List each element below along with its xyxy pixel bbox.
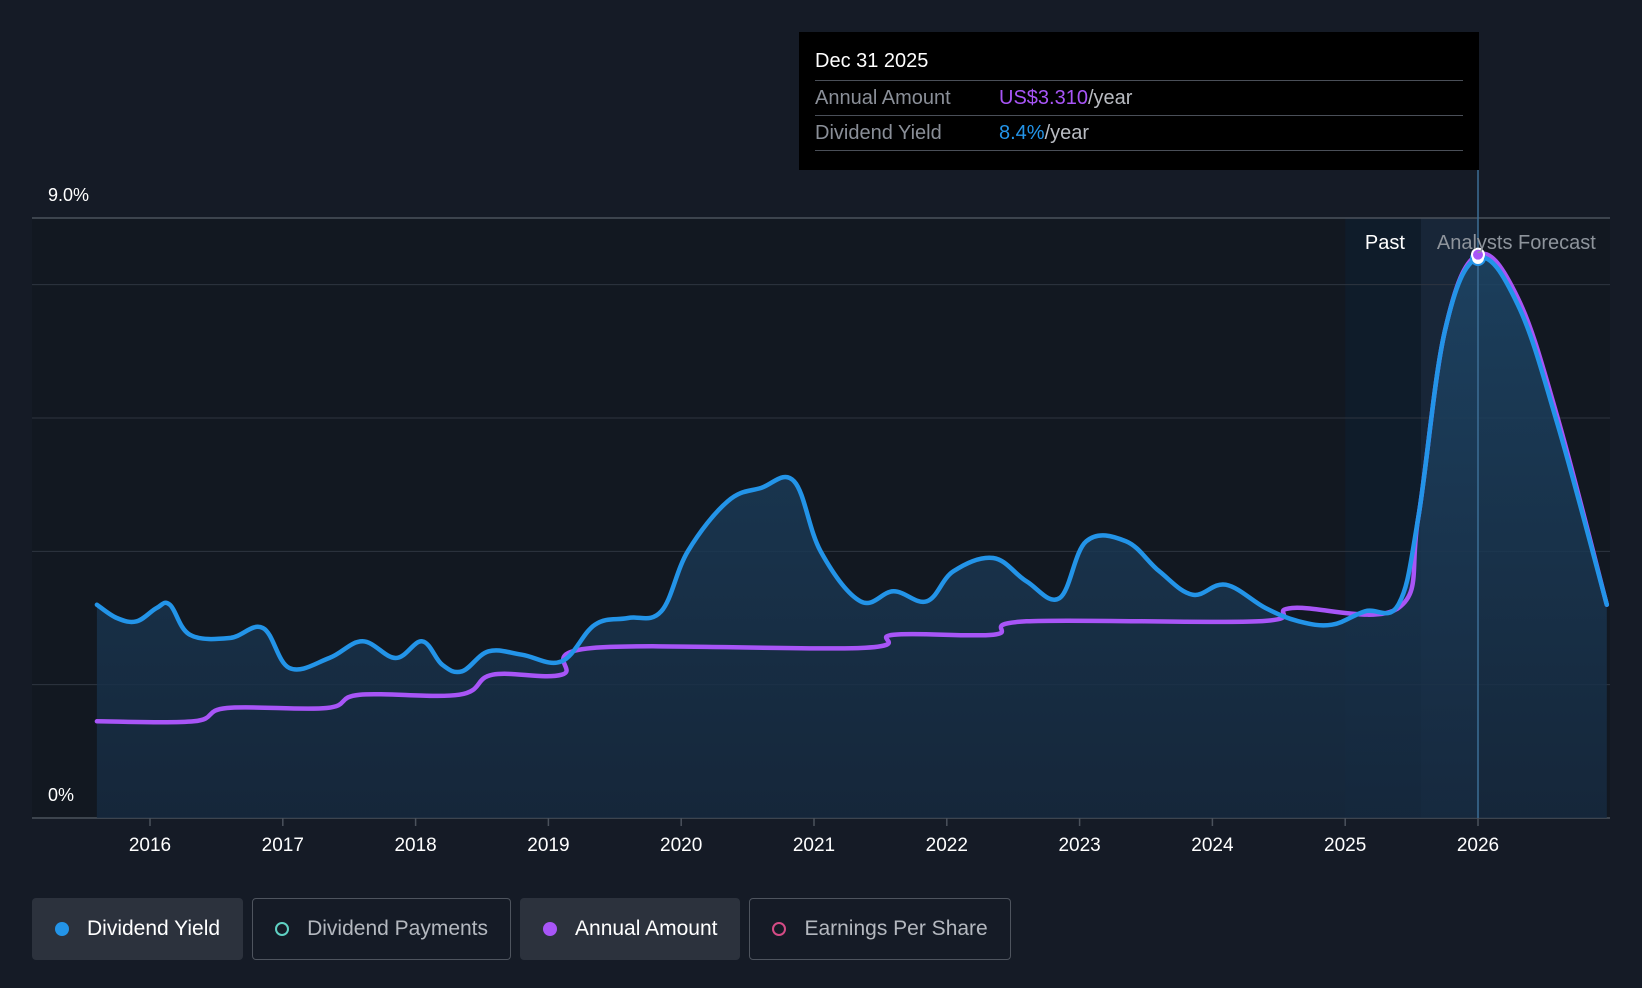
legend-annual-amount[interactable]: Annual Amount (520, 898, 741, 960)
tooltip-yield-row: Dividend Yield 8.4% /year (815, 116, 1463, 151)
tooltip-yield-value: 8.4% (999, 122, 1045, 144)
x-tick-label: 2025 (1324, 835, 1366, 856)
dividend-yield-area (96, 257, 1607, 819)
x-tick-label: 2022 (926, 835, 968, 856)
legend-label: Dividend Yield (87, 917, 221, 940)
x-tick-label: 2017 (262, 835, 304, 856)
legend-label: Dividend Payments (307, 917, 489, 940)
x-tick-label: 2026 (1457, 835, 1499, 856)
x-tick-label: 2020 (660, 835, 702, 856)
x-tick-label: 2021 (793, 835, 835, 856)
legend-label: Earnings Per Share (804, 917, 988, 940)
x-tick-label: 2019 (527, 835, 569, 856)
y-axis-top-label: 9.0% (48, 185, 89, 205)
tooltip-date: Dec 31 2025 (815, 46, 1463, 81)
x-tick-label: 2023 (1058, 835, 1100, 856)
legend-dot-icon (543, 922, 558, 936)
tooltip-annual-unit: /year (1087, 87, 1133, 109)
hover-tooltip: Dec 31 2025 Annual Amount US$3.310 /year… (799, 32, 1479, 170)
past-region-label: Past (1365, 232, 1405, 254)
legend-earnings-per-share[interactable]: Earnings Per Share (749, 898, 1011, 960)
chart-legend: Dividend Yield Dividend Payments Annual … (32, 898, 1011, 960)
tooltip-yield-unit: /year (1044, 122, 1090, 144)
legend-dividend-payments[interactable]: Dividend Payments (252, 898, 512, 960)
y-axis-bottom-label: 0% (48, 785, 74, 805)
tooltip-annual-value: US$3.310 (999, 87, 1088, 109)
tooltip-annual-row: Annual Amount US$3.310 /year (815, 81, 1463, 116)
hover-annual-marker (1471, 247, 1485, 262)
legend-dot-icon (55, 922, 69, 936)
tooltip-yield-label: Dividend Yield (815, 122, 942, 144)
legend-ring-icon (772, 922, 787, 936)
x-tick-label: 2024 (1191, 835, 1234, 856)
legend-label: Annual Amount (575, 917, 718, 940)
legend-dividend-yield[interactable]: Dividend Yield (32, 898, 244, 960)
x-tick-label: 2016 (129, 835, 171, 856)
forecast-region-label: Analysts Forecast (1437, 232, 1596, 254)
dividend-yield-line[interactable] (94, 255, 1610, 675)
tooltip-annual-label: Annual Amount (815, 87, 951, 109)
x-tick-label: 2018 (394, 835, 436, 856)
legend-ring-icon (275, 922, 290, 936)
